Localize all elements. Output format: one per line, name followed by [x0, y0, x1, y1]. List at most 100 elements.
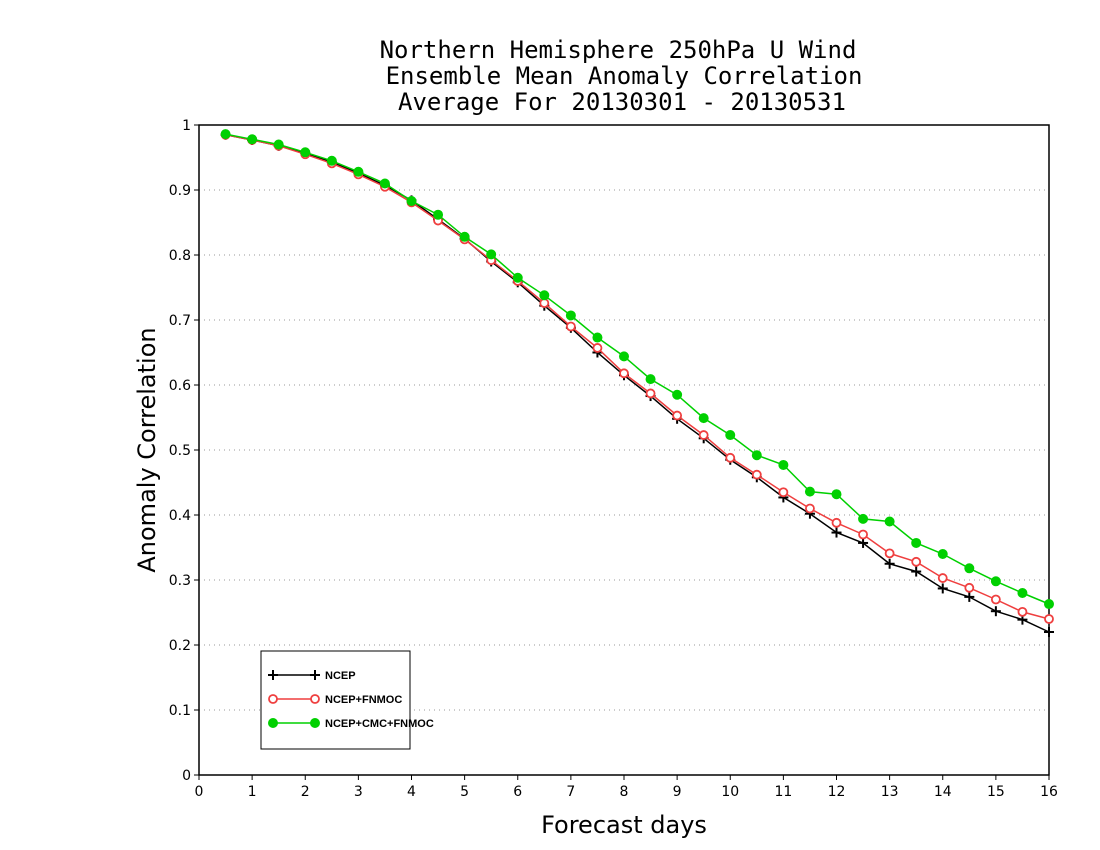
data-point	[964, 582, 975, 593]
data-point	[565, 310, 576, 321]
y-tick-label: 0.6	[169, 378, 191, 394]
data-point	[619, 351, 629, 362]
legend-items: NCEP NCEP+FNMOC NCEP+CMC+FNMOC	[268, 670, 434, 730]
data-point	[884, 516, 895, 527]
data-point	[353, 166, 364, 177]
legend-marker	[268, 718, 278, 728]
data-point	[1017, 588, 1028, 598]
x-tick-label: 13	[881, 784, 899, 800]
y-tick-label: 0.7	[169, 313, 191, 329]
data-point	[778, 459, 789, 470]
series-line	[225, 133, 1050, 605]
data-point	[911, 566, 922, 577]
data-point	[247, 134, 258, 145]
gridlines	[199, 189, 1049, 711]
data-point	[1017, 606, 1028, 617]
x-tick-label: 0	[195, 784, 204, 800]
data-point	[858, 513, 869, 524]
data-point	[433, 209, 444, 220]
legend-item: NCEP+FNMOC	[268, 694, 402, 706]
data-point	[539, 298, 550, 309]
data-point	[725, 430, 736, 441]
chart-title-line-3: Average For 20130301 - 20130531	[398, 88, 846, 116]
data-point	[884, 548, 895, 559]
data-point	[990, 576, 1001, 587]
data-point	[672, 389, 683, 400]
x-tick-label: 11	[774, 784, 792, 800]
legend-box	[260, 650, 411, 750]
x-tick-label: 14	[934, 784, 952, 800]
x-tick-label: 2	[301, 784, 310, 800]
data-point	[778, 487, 789, 498]
legend-item: NCEP+CMC+FNMOC	[268, 718, 434, 730]
data-point	[964, 591, 975, 602]
data-point	[672, 410, 683, 421]
data-point	[459, 231, 470, 242]
series-1	[220, 129, 1054, 624]
legend-marker	[268, 670, 278, 680]
y-tick-label: 0	[182, 768, 191, 784]
y-tick-label: 0.1	[169, 703, 191, 719]
data-point	[273, 139, 284, 150]
data-series	[220, 129, 1054, 637]
data-point	[645, 374, 656, 385]
y-tick-label: 0.2	[169, 638, 191, 654]
y-tick-label: 0.9	[169, 183, 191, 199]
x-tick-label: 5	[460, 784, 469, 800]
data-point	[512, 272, 523, 283]
data-point	[884, 558, 895, 569]
data-point	[698, 430, 709, 440]
data-point	[990, 594, 1001, 605]
legend-label: NCEP+FNMOC	[325, 694, 402, 706]
chart-title-line-1: Northern Hemisphere 250hPa U Wind	[380, 36, 857, 64]
data-point	[1044, 627, 1054, 637]
data-point	[937, 583, 948, 594]
legend-marker	[310, 718, 320, 728]
axis-ticks: 00.10.20.30.40.50.60.70.80.910 1 2 3 4 5 6 7 8 9 1…	[169, 118, 1058, 800]
y-tick-label: 0.8	[169, 248, 191, 264]
x-tick-label: 1	[248, 784, 257, 800]
x-axis-title: Forecast days	[541, 811, 707, 839]
x-tick-label: 16	[1040, 784, 1058, 800]
data-point	[592, 343, 603, 353]
x-tick-label: 8	[620, 784, 629, 800]
data-point	[725, 452, 736, 463]
chart-title-line-2: Ensemble Mean Anomaly Correlation	[386, 62, 863, 90]
series-2	[220, 129, 1054, 610]
data-point	[619, 368, 629, 379]
data-point	[406, 196, 417, 207]
x-tick-label: 10	[721, 784, 739, 800]
data-point	[645, 388, 656, 399]
y-axis-title: Anomaly Correlation	[133, 327, 161, 572]
data-point	[805, 503, 815, 514]
x-tick-label: 7	[566, 784, 575, 800]
data-point	[831, 527, 842, 538]
y-tick-label: 0.3	[169, 573, 191, 589]
data-point	[911, 537, 922, 548]
data-point	[220, 129, 231, 140]
data-point	[858, 537, 869, 548]
legend-marker	[310, 694, 320, 704]
y-tick-label: 0.4	[169, 508, 191, 524]
data-point	[1044, 614, 1054, 624]
legend-item: NCEP	[268, 670, 356, 682]
data-point	[539, 290, 550, 301]
data-point	[486, 249, 497, 260]
data-point	[592, 332, 603, 343]
x-tick-label: 4	[407, 784, 416, 800]
data-point	[964, 563, 975, 574]
legend: NCEP NCEP+FNMOC NCEP+CMC+FNMOC	[260, 650, 434, 750]
data-point	[831, 489, 842, 500]
legend-label: NCEP+CMC+FNMOC	[325, 718, 434, 730]
data-point	[911, 556, 922, 567]
data-point	[300, 147, 311, 158]
x-tick-label: 12	[828, 784, 846, 800]
data-point	[698, 413, 709, 424]
data-point	[565, 321, 576, 332]
data-point	[326, 155, 337, 166]
data-point	[804, 486, 815, 497]
legend-marker	[268, 694, 278, 704]
data-point	[1044, 599, 1054, 610]
data-point	[831, 517, 842, 528]
